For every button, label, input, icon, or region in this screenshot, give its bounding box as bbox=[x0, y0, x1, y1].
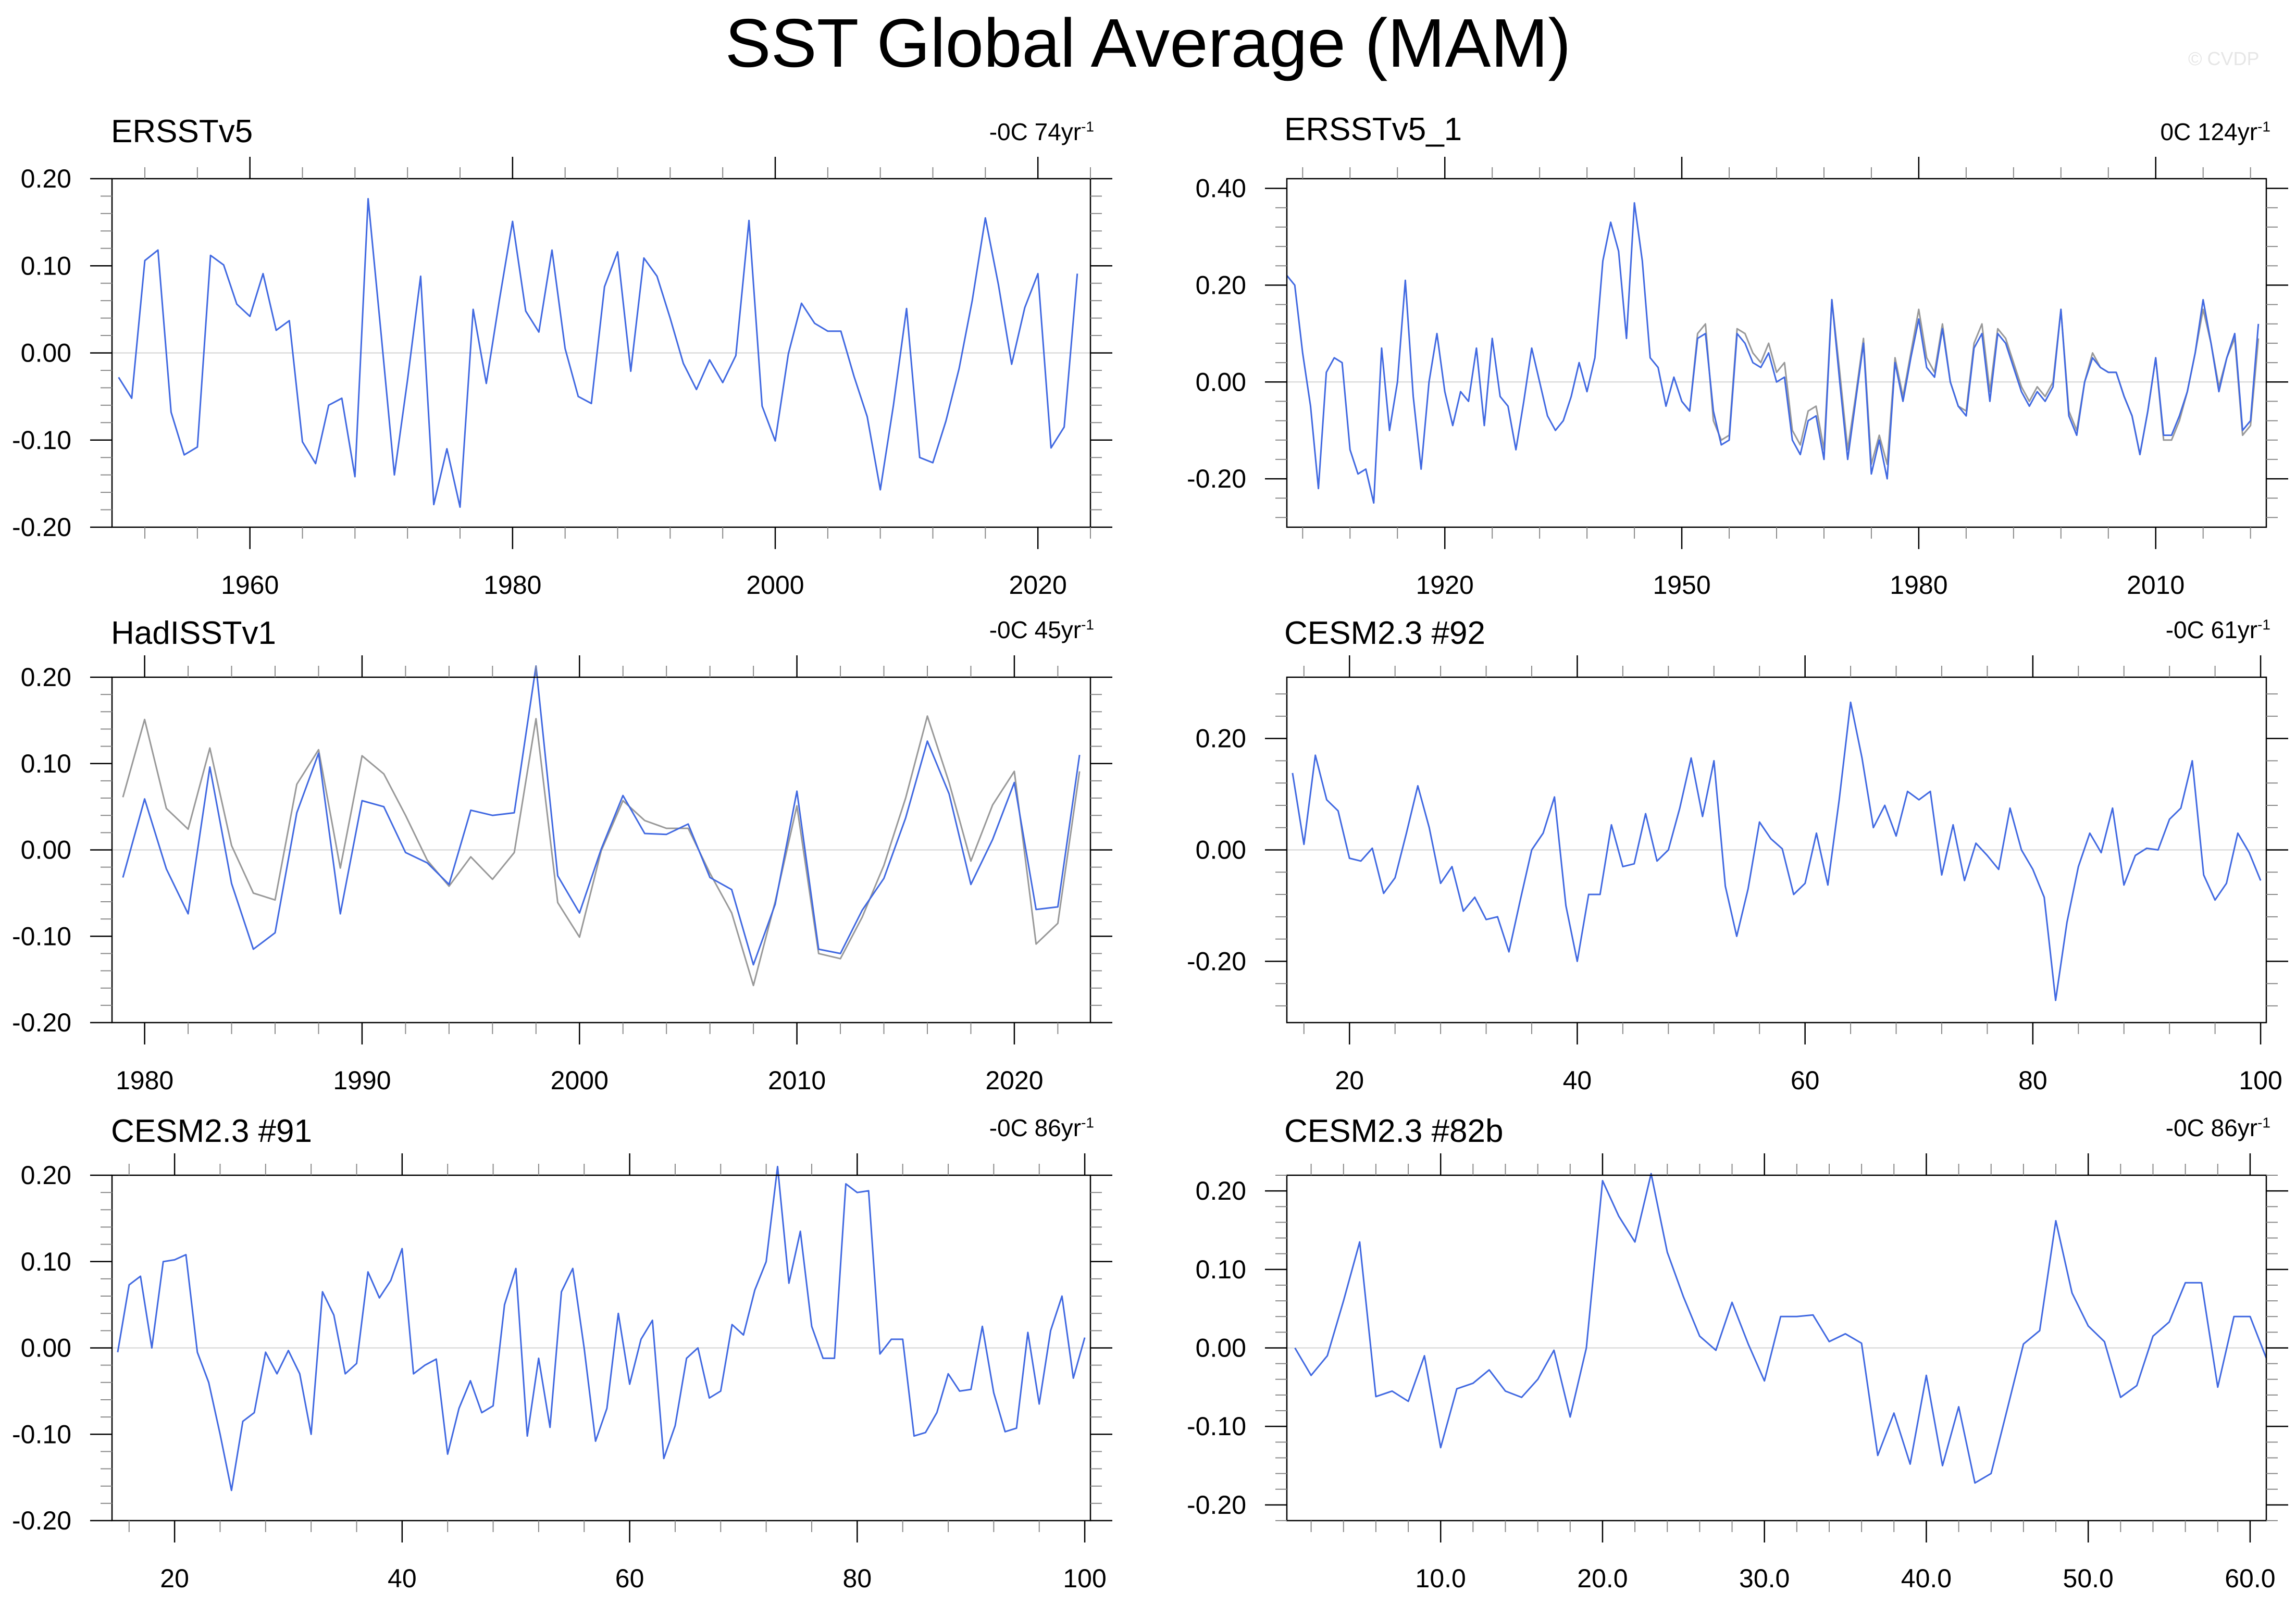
x-tick-label: 2000 bbox=[746, 570, 804, 600]
y-tick-label: 0.00 bbox=[1196, 367, 1246, 396]
x-tick-label: 40.0 bbox=[1901, 1564, 1952, 1593]
panel-3-trend: -0C 45yr-1 bbox=[886, 616, 1094, 644]
panel-2-trend-value: 0C 124yr bbox=[2160, 118, 2258, 145]
panel-2-trend: 0C 124yr-1 bbox=[2062, 118, 2270, 146]
panel-1-trend: -0C 74yr-1 bbox=[886, 118, 1094, 146]
panel-4-trend-exponent: -1 bbox=[2257, 616, 2270, 633]
y-tick-label: 0.20 bbox=[21, 663, 71, 692]
y-tick-label: -0.20 bbox=[1187, 464, 1246, 493]
page-title: SST Global Average (MAM) bbox=[725, 5, 1571, 81]
panel-3-trend-exponent: -1 bbox=[1081, 616, 1094, 633]
y-tick-label: 0.00 bbox=[21, 339, 71, 368]
x-tick-label: 1960 bbox=[221, 570, 279, 600]
y-tick-label: 0.10 bbox=[1196, 1255, 1246, 1284]
y-tick-label: -0.20 bbox=[12, 1008, 71, 1037]
panel-3-title: HadISSTv1 bbox=[111, 615, 277, 651]
x-tick-label: 1920 bbox=[1416, 570, 1474, 600]
x-tick-label: 2020 bbox=[1009, 570, 1067, 600]
x-tick-label: 60 bbox=[1791, 1066, 1820, 1095]
panel-1-trend-value: -0C 74yr bbox=[989, 118, 1082, 145]
y-tick-label: 0.10 bbox=[21, 749, 71, 778]
panel-4-title: CESM2.3 #92 bbox=[1284, 615, 1485, 651]
panel-1-trend-exponent: -1 bbox=[1081, 118, 1094, 135]
y-tick-label: -0.20 bbox=[12, 1506, 71, 1535]
x-tick-label: 100 bbox=[2239, 1066, 2282, 1095]
x-tick-label: 50.0 bbox=[2063, 1564, 2114, 1593]
x-tick-label: 60.0 bbox=[2225, 1564, 2275, 1593]
y-tick-label: 0.20 bbox=[1196, 724, 1246, 753]
x-tick-label: 40 bbox=[1563, 1066, 1592, 1095]
series-line-1 bbox=[1292, 701, 2262, 1001]
y-tick-label: 0.00 bbox=[1196, 836, 1246, 865]
watermark: © CVDP bbox=[2188, 48, 2260, 69]
y-tick-label: -0.20 bbox=[12, 513, 71, 542]
y-tick-label: -0.20 bbox=[1187, 1490, 1246, 1520]
y-tick-label: 0.20 bbox=[1196, 270, 1246, 300]
y-tick-label: 0.20 bbox=[21, 1161, 71, 1190]
x-tick-label: 30.0 bbox=[1739, 1564, 1790, 1593]
x-tick-label: 2010 bbox=[768, 1066, 826, 1095]
panel-5-trend-value: -0C 86yr bbox=[989, 1114, 1082, 1141]
x-tick-label: 1980 bbox=[116, 1066, 173, 1095]
x-tick-label: 40 bbox=[388, 1564, 417, 1593]
panel-2-trend-exponent: -1 bbox=[2257, 118, 2270, 135]
y-tick-label: 0.00 bbox=[21, 1334, 71, 1363]
panel-4-trend-value: -0C 61yr bbox=[2165, 616, 2258, 643]
x-tick-label: 80 bbox=[843, 1564, 872, 1593]
x-tick-label: 60 bbox=[615, 1564, 644, 1593]
x-tick-label: 2020 bbox=[985, 1066, 1043, 1095]
panel-4-trend: -0C 61yr-1 bbox=[2062, 616, 2270, 644]
series-line-2 bbox=[1286, 202, 2260, 504]
x-tick-label: 10.0 bbox=[1416, 1564, 1466, 1593]
x-tick-label: 1980 bbox=[1890, 570, 1947, 600]
y-tick-label: -0.10 bbox=[12, 922, 71, 951]
x-tick-label: 20 bbox=[160, 1564, 189, 1593]
y-tick-label: 0.00 bbox=[1196, 1334, 1246, 1363]
x-tick-label: 1950 bbox=[1653, 570, 1710, 600]
y-tick-label: 0.00 bbox=[21, 836, 71, 865]
panel-5-trend-exponent: -1 bbox=[1081, 1114, 1094, 1131]
y-tick-label: 0.40 bbox=[1196, 174, 1246, 203]
y-tick-label: 0.10 bbox=[21, 251, 71, 280]
panel-6-trend-exponent: -1 bbox=[2257, 1114, 2270, 1131]
panel-6-trend-value: -0C 86yr bbox=[2165, 1114, 2258, 1141]
y-tick-label: -0.10 bbox=[1187, 1412, 1246, 1441]
series-line-1 bbox=[117, 1165, 1086, 1491]
x-tick-label: 1980 bbox=[483, 570, 541, 600]
x-tick-label: 2010 bbox=[2127, 570, 2185, 600]
panel-6-trend: -0C 86yr-1 bbox=[2062, 1114, 2270, 1142]
y-tick-label: 0.20 bbox=[1196, 1176, 1246, 1205]
x-tick-label: 20.0 bbox=[1577, 1564, 1628, 1593]
panel-6-title: CESM2.3 #82b bbox=[1284, 1113, 1504, 1149]
panel-1-title: ERSSTv5 bbox=[111, 114, 253, 150]
x-tick-label: 80 bbox=[2018, 1066, 2047, 1095]
x-tick-label: 1990 bbox=[333, 1066, 391, 1095]
y-tick-label: -0.10 bbox=[12, 426, 71, 455]
series-line-1 bbox=[1294, 1173, 2267, 1484]
y-tick-label: 0.10 bbox=[21, 1247, 71, 1276]
panel-2-title: ERSSTv5_1 bbox=[1284, 111, 1462, 147]
series-line-1 bbox=[118, 198, 1078, 508]
panel-5-trend: -0C 86yr-1 bbox=[886, 1114, 1094, 1142]
x-tick-label: 2000 bbox=[551, 1066, 609, 1095]
panel-5-title: CESM2.3 #91 bbox=[111, 1113, 312, 1149]
panel-3-trend-value: -0C 45yr bbox=[989, 616, 1082, 643]
y-tick-label: -0.20 bbox=[1187, 947, 1246, 976]
x-tick-label: 20 bbox=[1335, 1066, 1364, 1095]
y-tick-label: 0.20 bbox=[21, 164, 71, 193]
y-tick-label: -0.10 bbox=[12, 1420, 71, 1449]
x-tick-label: 100 bbox=[1063, 1564, 1106, 1593]
series-line-2 bbox=[122, 665, 1081, 966]
